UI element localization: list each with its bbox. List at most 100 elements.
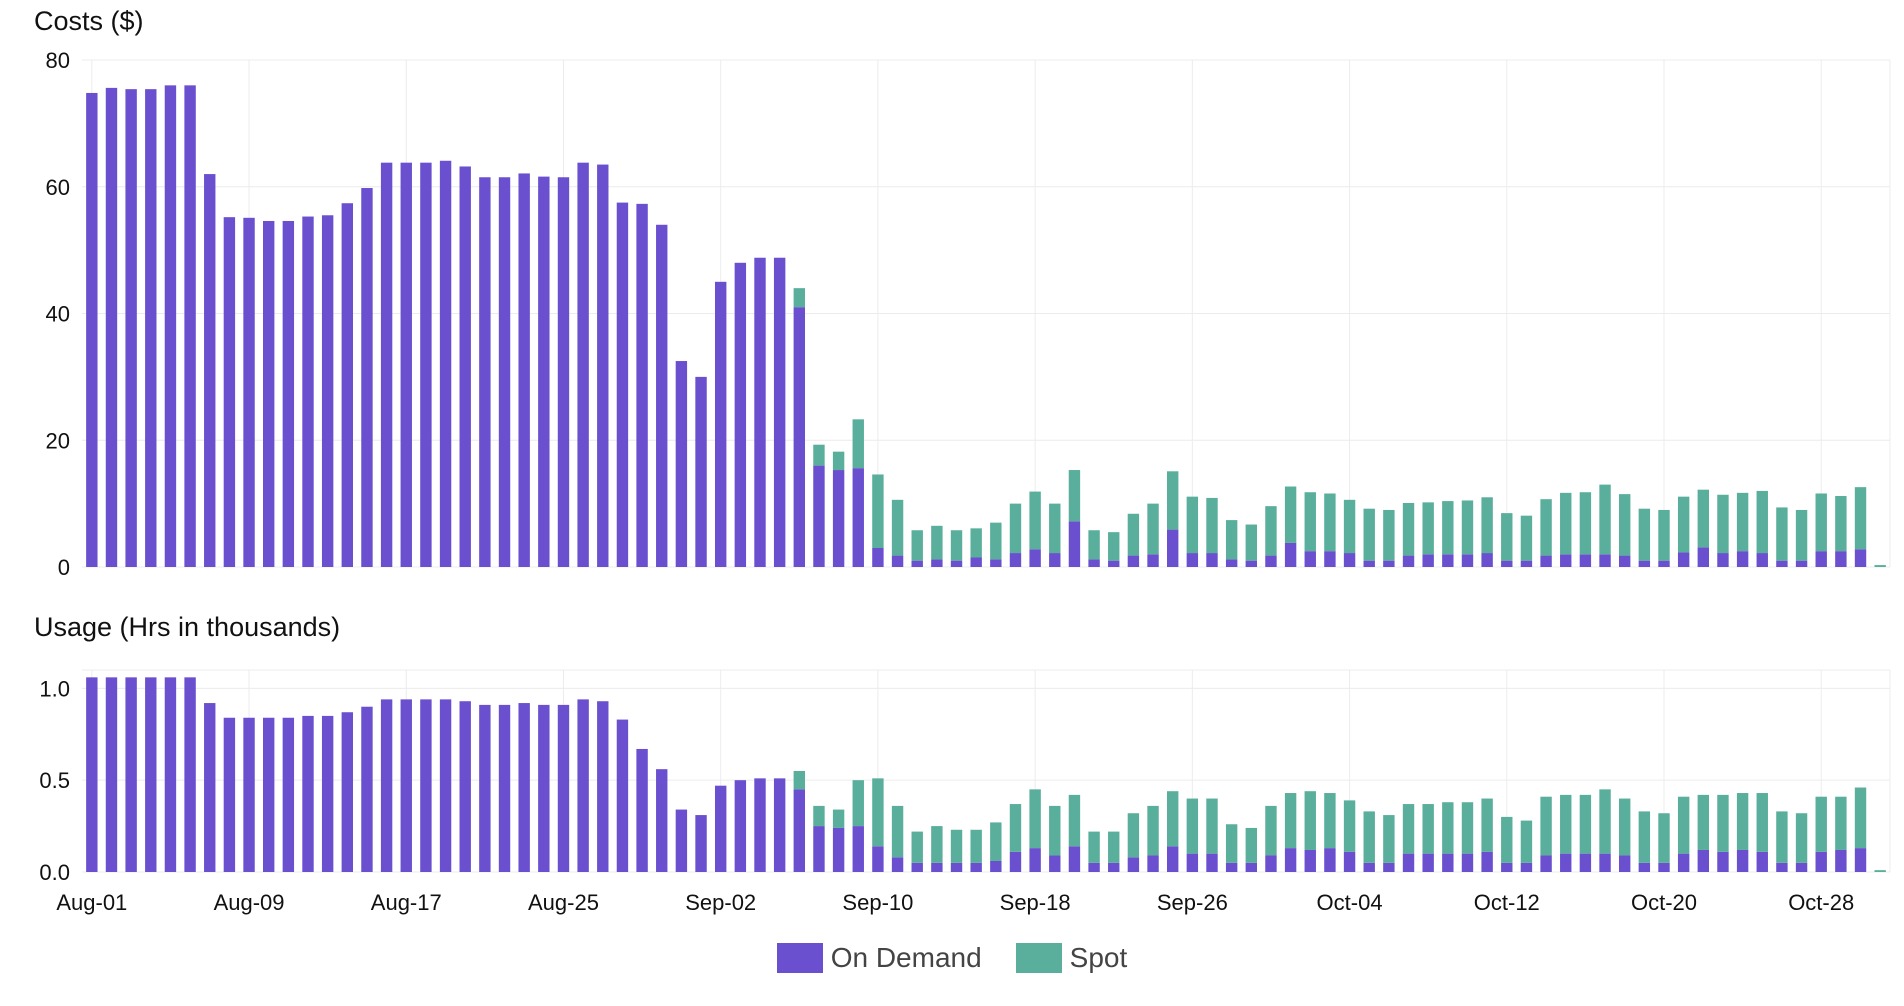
usage-bar-on-demand (1717, 851, 1729, 872)
costs-bar-on-demand (1343, 553, 1356, 567)
costs-bar-on-demand (616, 202, 629, 567)
usage-bar-on-demand (1147, 855, 1159, 872)
usage-bar-spot (1815, 796, 1827, 852)
usage-bar-spot (950, 829, 963, 863)
costs-bar-on-demand (1147, 554, 1159, 567)
usage-bar-spot (793, 771, 806, 790)
costs-bar-on-demand (1835, 551, 1847, 567)
usage-bar-spot (1776, 811, 1788, 863)
usage-bar-spot (1618, 798, 1631, 856)
usage-bar-on-demand (616, 719, 629, 872)
usage-bar-on-demand (1560, 853, 1572, 872)
legend-item-spot[interactable]: Spot (1015, 942, 1127, 974)
usage-bar-on-demand (852, 826, 864, 872)
legend-item-on-demand[interactable]: On Demand (776, 942, 982, 974)
usage-bar-on-demand (1304, 849, 1316, 872)
usage-bar-on-demand (361, 706, 373, 872)
usage-bar-spot (852, 780, 864, 827)
costs-bar-on-demand (1363, 560, 1375, 567)
usage-bar-spot (1147, 805, 1159, 856)
costs-bar-spot (990, 522, 1002, 560)
costs-bar-spot (1245, 524, 1258, 561)
usage-bar-on-demand (420, 699, 432, 872)
costs-bar-spot (1461, 500, 1474, 555)
costs-bar-on-demand (1815, 551, 1827, 567)
costs-bar-spot (1618, 494, 1631, 556)
x-tick-label: Aug-25 (528, 890, 599, 915)
usage-bar-spot (1560, 794, 1572, 854)
usage-bar-spot (1599, 789, 1611, 854)
usage-bar-on-demand (891, 857, 904, 872)
usage-bar-on-demand (302, 715, 314, 872)
costs-bar-on-demand (793, 307, 806, 567)
costs-bar-on-demand (1776, 560, 1788, 567)
usage-bar-on-demand (145, 677, 157, 872)
costs-bar-spot (1363, 508, 1375, 561)
costs-bar-spot (832, 451, 845, 471)
usage-bar-on-demand (734, 780, 747, 872)
usage-bar-on-demand (931, 862, 943, 872)
costs-bar-spot (1520, 515, 1533, 561)
costs-bar-spot (931, 525, 943, 560)
costs-bar-on-demand (1717, 553, 1729, 567)
costs-bar-on-demand (86, 92, 98, 567)
usage-bar-on-demand (125, 677, 137, 872)
usage-bar-spot (970, 829, 982, 863)
usage-bar-on-demand (1776, 862, 1788, 872)
usage-bar-spot (1835, 796, 1847, 850)
costs-bar-on-demand (1284, 542, 1297, 567)
usage-bar-spot (931, 826, 943, 863)
costs-y-tick-label: 80 (46, 48, 70, 73)
usage-bar-on-demand (439, 699, 452, 872)
usage-chart-title: Usage (Hrs in thousands) (34, 612, 341, 642)
costs-bar-spot (911, 530, 923, 561)
usage-bar-spot (1402, 804, 1415, 854)
usage-bar-spot (1009, 804, 1022, 852)
x-tick-label: Sep-10 (842, 890, 913, 915)
costs-bar-on-demand (557, 177, 570, 567)
costs-bar-on-demand (1265, 555, 1277, 567)
costs-bar-on-demand (990, 559, 1002, 567)
costs-y-tick-label: 20 (46, 428, 70, 453)
costs-bar-on-demand (1579, 554, 1592, 567)
x-tick-label: Sep-26 (1157, 890, 1228, 915)
x-tick-label: Aug-17 (371, 890, 442, 915)
costs-bar-on-demand (1324, 551, 1336, 567)
costs-bar-on-demand (1756, 553, 1768, 567)
costs-bar-on-demand (832, 470, 845, 567)
costs-bar-on-demand (184, 85, 196, 567)
usage-bar-on-demand (1599, 853, 1611, 872)
usage-bar-on-demand (1579, 853, 1592, 872)
costs-bar-spot (1815, 493, 1827, 552)
usage-bar-on-demand (1068, 846, 1081, 872)
costs-bar-on-demand (1795, 560, 1808, 567)
usage-bar-spot (1324, 793, 1336, 849)
costs-bar-on-demand (1422, 554, 1434, 567)
costs-bar-spot (872, 474, 884, 548)
usage-bar-on-demand (518, 703, 530, 872)
costs-bar-on-demand (1108, 560, 1120, 567)
usage-bar-on-demand (105, 677, 118, 872)
costs-bar-spot (1166, 471, 1179, 530)
usage-bar-on-demand (1383, 862, 1395, 872)
x-tick-label: Aug-09 (214, 890, 285, 915)
usage-bar-spot (1638, 811, 1651, 863)
usage-bar-spot (1658, 813, 1670, 863)
usage-bar-on-demand (911, 862, 923, 872)
costs-bar-spot (1186, 496, 1199, 554)
costs-bar-spot (1481, 497, 1493, 554)
costs-bar-on-demand (1186, 553, 1199, 567)
costs-bar-spot (1579, 492, 1592, 555)
usage-bar-spot (1736, 793, 1749, 850)
costs-bar-on-demand (518, 173, 530, 567)
costs-bar-on-demand (872, 547, 884, 567)
usage-bar-spot (1501, 816, 1513, 863)
usage-bar-spot (1383, 815, 1395, 863)
x-tick-label: Sep-18 (1000, 890, 1071, 915)
costs-bar-on-demand (911, 560, 923, 567)
usage-bar-spot (1756, 793, 1768, 852)
costs-bar-on-demand (1225, 559, 1238, 567)
usage-bar-on-demand (1835, 849, 1847, 872)
usage-bar-on-demand (1677, 853, 1690, 872)
usage-bar-spot (1422, 804, 1434, 854)
